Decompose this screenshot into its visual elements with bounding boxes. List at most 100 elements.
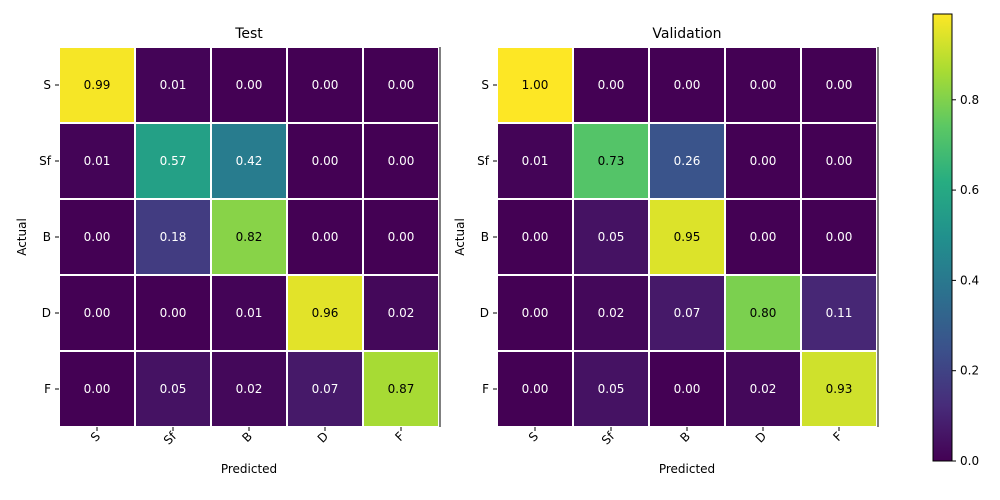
colorbar-tick-label: 0.6: [960, 183, 979, 197]
cell-value-label: 0.02: [750, 382, 777, 396]
heatmap-cell: [286, 198, 364, 276]
cell-value-label: 0.01: [84, 154, 111, 168]
heatmap-cell: [724, 46, 802, 124]
cell-value-label: 0.00: [84, 230, 111, 244]
colorbar-tick-label: 0.4: [960, 273, 979, 287]
heatmap-cell: [572, 350, 650, 428]
cell-value-label: 0.57: [160, 154, 187, 168]
y-tick-label: D: [42, 306, 51, 320]
heatmap-cell: [800, 274, 878, 352]
cell-value-label: 0.00: [522, 306, 549, 320]
cell-value-label: 0.00: [312, 78, 339, 92]
cell-value-label: 0.26: [674, 154, 701, 168]
x-tick-label: Sf: [599, 429, 618, 448]
cell-value-label: 0.00: [522, 230, 549, 244]
cell-value-label: 0.00: [388, 230, 415, 244]
panel-title: Test: [234, 26, 263, 42]
cell-value-label: 0.00: [750, 78, 777, 92]
heatmap-cell: [134, 274, 212, 352]
y-tick-label: S: [481, 78, 489, 92]
cell-value-label: 0.01: [522, 154, 549, 168]
y-axis-label: Actual: [15, 218, 29, 256]
x-tick-label: Sf: [161, 429, 180, 448]
y-tick-label: Sf: [39, 154, 52, 168]
y-tick-label: F: [44, 382, 51, 396]
cell-value-label: 0.00: [750, 154, 777, 168]
y-tick-label: S: [43, 78, 51, 92]
cell-value-label: 0.00: [674, 382, 701, 396]
cell-value-label: 0.00: [388, 154, 415, 168]
y-tick-label: B: [481, 230, 489, 244]
cell-value-label: 0.02: [388, 306, 415, 320]
cell-value-label: 0.96: [312, 306, 339, 320]
heatmap-cell: [134, 46, 212, 124]
cell-value-label: 0.73: [598, 154, 625, 168]
cell-value-label: 0.00: [236, 78, 263, 92]
cell-value-label: 0.00: [312, 154, 339, 168]
heatmap-cell: [572, 46, 650, 124]
heatmap-cell: [210, 274, 288, 352]
heatmap-cell: [496, 350, 574, 428]
x-tick-label: D: [753, 429, 769, 445]
heatmap-validation: 1.00 0.00 0.00 0.00 0.00 0.01 0.73 0.26 0.00 0.00…: [453, 26, 879, 476]
cell-value-label: 0.00: [312, 230, 339, 244]
heatmap-cell: [134, 350, 212, 428]
heatmap-cell: [724, 274, 802, 352]
colorbar-tick-label: 0.2: [960, 364, 979, 378]
x-tick-label: S: [526, 429, 541, 444]
cell-value-label: 0.93: [826, 382, 853, 396]
heatmap-cell: [572, 198, 650, 276]
y-axis-label: Actual: [453, 218, 467, 256]
cell-value-label: 0.82: [236, 230, 263, 244]
x-tick-label: F: [392, 429, 407, 444]
cell-value-label: 0.00: [522, 382, 549, 396]
cell-value-label: 0.07: [674, 306, 701, 320]
y-tick-label: B: [43, 230, 51, 244]
cell-value-label: 0.00: [388, 78, 415, 92]
x-tick-label: F: [830, 429, 845, 444]
cell-value-label: 0.05: [598, 230, 625, 244]
heatmap-test: 0.99 0.01 0.00 0.00 0.00 0.01 0.57 0.42 0.00 0.00…: [15, 26, 441, 476]
heatmap-cell: [496, 198, 574, 276]
cell-value-label: 0.00: [84, 306, 111, 320]
cell-value-label: 0.05: [160, 382, 187, 396]
cell-value-label: 0.00: [598, 78, 625, 92]
heatmap-cell: [800, 122, 878, 200]
x-tick-label: D: [315, 429, 331, 445]
cell-value-label: 0.87: [388, 382, 415, 396]
cell-value-label: 0.00: [160, 306, 187, 320]
colorbar-tick-label: 0.0: [960, 454, 979, 468]
y-tick-label: Sf: [477, 154, 490, 168]
y-tick-label: F: [482, 382, 489, 396]
heatmap-cell: [210, 350, 288, 428]
x-axis-label: Predicted: [221, 462, 277, 476]
cell-value-label: 0.80: [750, 306, 777, 320]
heatmap-cell: [800, 350, 878, 428]
heatmap-cell: [362, 274, 440, 352]
cell-value-label: 0.07: [312, 382, 339, 396]
colorbar-tick-label: 0.8: [960, 93, 979, 107]
colorbar-gradient: [932, 13, 953, 462]
cell-value-label: 0.00: [750, 230, 777, 244]
heatmap-cell: [362, 122, 440, 200]
x-tick-label: B: [239, 429, 255, 445]
cell-value-label: 0.00: [826, 230, 853, 244]
heatmap-cell: [648, 350, 726, 428]
cell-value-label: 0.11: [826, 306, 853, 320]
cell-value-label: 0.01: [236, 306, 263, 320]
cell-value-label: 0.18: [160, 230, 187, 244]
cell-value-label: 0.00: [826, 154, 853, 168]
cell-value-label: 0.99: [84, 78, 111, 92]
x-tick-label: B: [677, 429, 693, 445]
cell-value-label: 0.00: [84, 382, 111, 396]
heatmap-cell: [210, 122, 288, 200]
cell-value-label: 0.02: [236, 382, 263, 396]
cell-value-label: 0.01: [160, 78, 187, 92]
heatmap-cell: [286, 274, 364, 352]
panel-title: Validation: [652, 26, 721, 42]
cell-value-label: 0.05: [598, 382, 625, 396]
heatmap-cell: [134, 198, 212, 276]
cell-value-label: 0.95: [674, 230, 701, 244]
cell-value-label: 0.00: [674, 78, 701, 92]
